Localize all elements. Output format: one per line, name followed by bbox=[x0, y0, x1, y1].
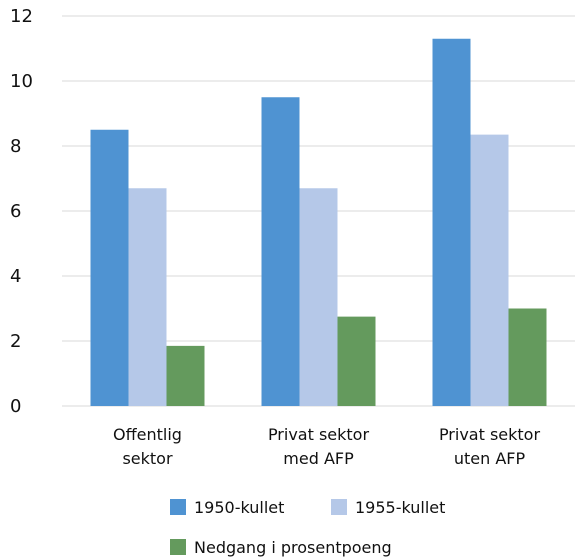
y-axis-tick-labels: 0 2 4 6 8 10 12 bbox=[10, 6, 33, 417]
y-tick-label: 10 bbox=[10, 71, 33, 92]
x-category-label: med AFP bbox=[283, 449, 354, 468]
bar-1955-kullet-1 bbox=[128, 188, 167, 406]
legend-item-1955: 1955-kullet bbox=[331, 498, 445, 517]
legend-swatch-1950 bbox=[170, 499, 186, 515]
bar-1950-kullet-3 bbox=[432, 38, 471, 406]
y-tick-label: 6 bbox=[10, 201, 21, 222]
bar-nedgang-i-prosentpoeng-3 bbox=[508, 308, 547, 406]
bar-1950-kullet-1 bbox=[90, 129, 129, 406]
bar-nedgang-i-prosentpoeng-1 bbox=[166, 345, 205, 406]
x-category-label: sektor bbox=[122, 449, 173, 468]
x-category-label: uten AFP bbox=[454, 449, 526, 468]
legend-swatch-1955 bbox=[331, 499, 347, 515]
legend-item-1950: 1950-kullet bbox=[170, 498, 284, 517]
bar-1955-kullet-2 bbox=[299, 188, 338, 406]
legend-swatch-nedgang bbox=[170, 539, 186, 555]
bars bbox=[90, 38, 547, 406]
legend: 1950-kullet 1955-kullet Nedgang i prosen… bbox=[170, 498, 445, 557]
y-tick-label: 0 bbox=[10, 396, 21, 417]
bar-1950-kullet-2 bbox=[261, 97, 300, 406]
x-category-label: Privat sektor bbox=[439, 425, 541, 444]
y-tick-label: 4 bbox=[10, 266, 21, 287]
y-tick-label: 8 bbox=[10, 136, 21, 157]
x-category-label: Offentlig bbox=[113, 425, 182, 444]
legend-label-nedgang: Nedgang i prosentpoeng bbox=[194, 538, 392, 557]
bar-nedgang-i-prosentpoeng-2 bbox=[337, 316, 376, 406]
legend-item-nedgang: Nedgang i prosentpoeng bbox=[170, 538, 392, 557]
legend-label-1950: 1950-kullet bbox=[194, 498, 284, 517]
y-tick-label: 2 bbox=[10, 331, 21, 352]
x-category-label: Privat sektor bbox=[268, 425, 370, 444]
legend-label-1955: 1955-kullet bbox=[355, 498, 445, 517]
bar-1955-kullet-3 bbox=[470, 134, 509, 406]
x-axis-category-labels: Offentlig sektor Privat sektor med AFP Priva… bbox=[113, 425, 540, 468]
y-tick-label: 12 bbox=[10, 6, 33, 27]
